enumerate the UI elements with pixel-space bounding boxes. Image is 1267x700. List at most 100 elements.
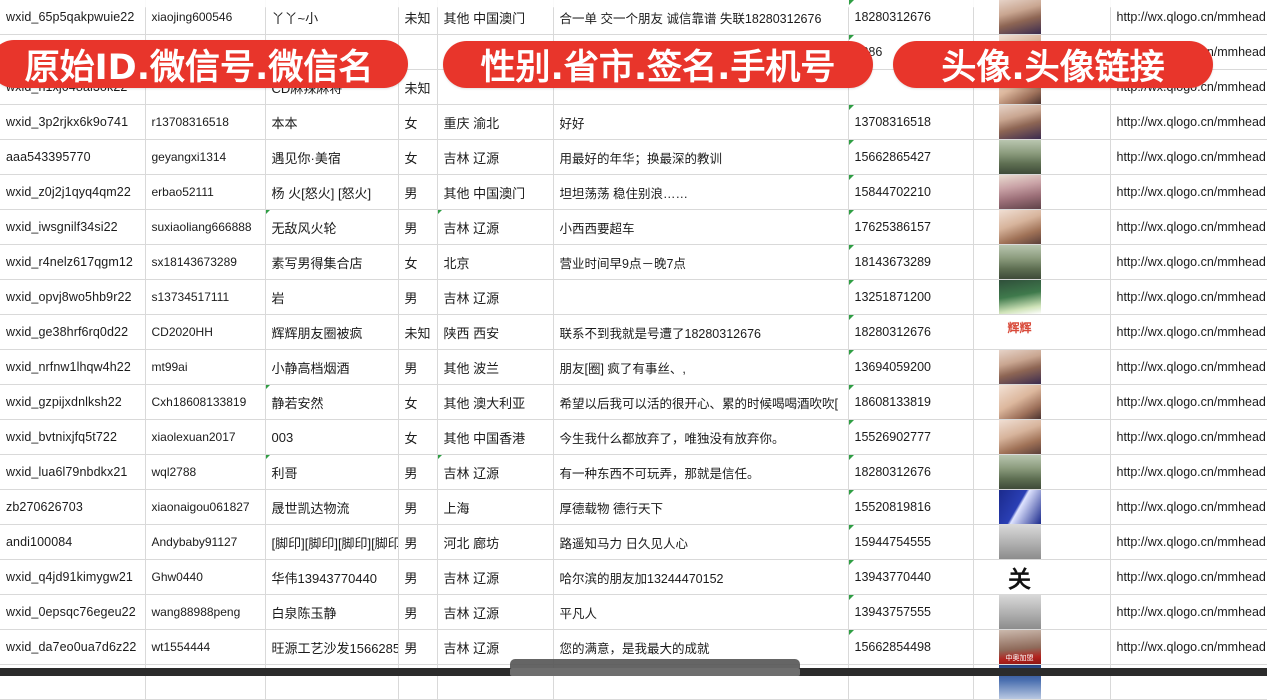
cell-avatar[interactable]: 辉辉 — [973, 314, 1111, 350]
cell-signature[interactable]: 朋友[圈] 疯了有事丝、, — [553, 349, 849, 385]
table-row[interactable]: andi100084 Andybaby91127 [脚印][脚印][脚印][脚印男 河… — [0, 524, 1267, 560]
cell-wx-id[interactable]: wt1554444 — [145, 629, 266, 665]
cell-avatar-url[interactable]: http://wx.qlogo.cn/mmhead — [1110, 629, 1267, 665]
cell-avatar[interactable] — [973, 454, 1111, 490]
cell-phone[interactable]: 18280312676 — [848, 314, 974, 350]
cell-phone[interactable]: 18280312676 — [848, 454, 974, 490]
cell-orig-id[interactable]: wxid_ge38hrf6rq0d22 — [0, 314, 146, 350]
cell-avatar-url[interactable]: http://wx.qlogo.cn/mmhead — [1110, 209, 1267, 245]
cell-gender[interactable]: 男 — [398, 174, 438, 210]
cell-phone[interactable]: 13694059200 — [848, 349, 974, 385]
cell-gender[interactable]: 未知 — [398, 314, 438, 350]
cell-wx-id[interactable]: CD2020HH — [145, 314, 266, 350]
cell-wx-name[interactable]: 利哥 — [265, 454, 399, 490]
table-row[interactable]: wxid_bvtnixjfq5t722 xiaolexuan2017 003 女 其他 … — [0, 419, 1267, 455]
cell-avatar-url[interactable]: http://wx.qlogo.cn/mmhead — [1110, 419, 1267, 455]
cell-wx-id[interactable]: xiaojing600546 — [145, 0, 266, 35]
cell-avatar[interactable] — [973, 0, 1111, 35]
cell-wx-name[interactable]: 晟世凯达物流 — [265, 489, 399, 525]
table-row[interactable]: wxid_z0j2j1qyq4qm22 erbao52111 杨 火[怒火] [怒火… — [0, 174, 1267, 210]
cell-signature[interactable]: 联系不到我就是号遭了18280312676 — [553, 314, 849, 350]
cell-province[interactable]: 吉林 辽源 — [437, 594, 554, 630]
cell-phone[interactable]: 15944754555 — [848, 524, 974, 560]
cell-phone[interactable]: 13943770440 — [848, 559, 974, 595]
cell-orig-id[interactable]: wxid_0epsqc76egeu22 — [0, 594, 146, 630]
cell-avatar[interactable] — [973, 174, 1111, 210]
cell-avatar[interactable]: 关 — [973, 559, 1111, 595]
table-row[interactable]: wxid_lua6l79nbdkx21 wql2788 利哥 男 吉林 辽源 有一种东西不… — [0, 454, 1267, 490]
cell-wx-id[interactable]: wang88988peng — [145, 594, 266, 630]
cell-province[interactable]: 其他 波兰 — [437, 349, 554, 385]
cell-wx-id[interactable]: Andybaby91127 — [145, 524, 266, 560]
cell-avatar[interactable] — [973, 139, 1111, 175]
cell-phone[interactable]: 18143673289 — [848, 244, 974, 280]
cell-phone[interactable]: 15662865427 — [848, 139, 974, 175]
cell-wx-id[interactable]: wql2788 — [145, 454, 266, 490]
cell-avatar-url[interactable]: http://wx.qlogo.cn/mmhead — [1110, 139, 1267, 175]
cell-wx-id[interactable]: suxiaoliang666888 — [145, 209, 266, 245]
cell-wx-name[interactable]: 遇见你·美宿 — [265, 139, 399, 175]
cell-avatar[interactable] — [973, 279, 1111, 315]
cell-avatar-url[interactable]: http://wx.qlogo.cn/mmhead — [1110, 559, 1267, 595]
cell-signature[interactable]: 今生我什么都放弃了，唯独没有放弃你。 — [553, 419, 849, 455]
cell-orig-id[interactable]: wxid_65p5qakpwuie22 — [0, 0, 146, 35]
cell-signature[interactable]: 希望以后我可以活的很开心、累的时候喝喝酒吹吹[ — [553, 384, 849, 420]
cell-gender[interactable]: 未知 — [398, 0, 438, 35]
cell-gender[interactable]: 男 — [398, 489, 438, 525]
cell-orig-id[interactable]: wxid_r4nelz617qgm12 — [0, 244, 146, 280]
cell-wx-name[interactable]: 旺源工艺沙发15662854 — [265, 629, 399, 665]
cell-gender[interactable]: 女 — [398, 419, 438, 455]
cell-avatar[interactable] — [973, 419, 1111, 455]
cell-gender[interactable]: 女 — [398, 384, 438, 420]
cell-avatar-url[interactable]: http://wx.qlogo.cn/mmhead — [1110, 349, 1267, 385]
table-row[interactable]: wxid_ge38hrf6rq0d22 CD2020HH 辉辉朋友圈被疯 未知 陕西 西… — [0, 314, 1267, 350]
cell-gender[interactable]: 男 — [398, 559, 438, 595]
cell-phone[interactable]: 15662854498 — [848, 629, 974, 665]
cell-signature[interactable]: 营业时间早9点－晚7点 — [553, 244, 849, 280]
cell-wx-name[interactable]: 无敌风火轮 — [265, 209, 399, 245]
cell-gender[interactable]: 男 — [398, 279, 438, 315]
horizontal-scrollbar[interactable] — [0, 668, 1267, 676]
cell-phone[interactable]: 15844702210 — [848, 174, 974, 210]
cell-gender[interactable]: 男 — [398, 209, 438, 245]
cell-gender[interactable]: 女 — [398, 104, 438, 140]
cell-avatar[interactable] — [973, 594, 1111, 630]
cell-signature[interactable]: 路遥知马力 日久见人心 — [553, 524, 849, 560]
cell-province[interactable]: 其他 澳大利亚 — [437, 384, 554, 420]
cell-orig-id[interactable]: wxid_nrfnw1lhqw4h22 — [0, 349, 146, 385]
cell-province[interactable]: 北京 — [437, 244, 554, 280]
cell-signature[interactable]: 小西西要超车 — [553, 209, 849, 245]
cell-province[interactable]: 上海 — [437, 489, 554, 525]
table-row[interactable]: aaa543395770 geyangxi1314 遇见你·美宿 女 吉林 辽源 用最好的… — [0, 139, 1267, 175]
cell-phone[interactable]: 15526902777 — [848, 419, 974, 455]
table-row[interactable]: wxid_da7eo0ua7d6z22 wt1554444 旺源工艺沙发156628… — [0, 629, 1267, 665]
cell-signature[interactable]: 厚德载物 德行天下 — [553, 489, 849, 525]
cell-wx-name[interactable]: 岩 — [265, 279, 399, 315]
cell-orig-id[interactable]: wxid_3p2rjkx6k9o741 — [0, 104, 146, 140]
cell-wx-name[interactable]: 静若安然 — [265, 384, 399, 420]
table-row[interactable]: wxid_65p5qakpwuie22 xiaojing600546 丫丫~小 未知其… — [0, 0, 1267, 35]
cell-avatar[interactable] — [973, 244, 1111, 280]
cell-orig-id[interactable]: wxid_da7eo0ua7d6z22 — [0, 629, 146, 665]
cell-signature[interactable]: 哈尔滨的朋友加13244470152 — [553, 559, 849, 595]
cell-orig-id[interactable]: wxid_bvtnixjfq5t722 — [0, 419, 146, 455]
cell-province[interactable]: 重庆 渝北 — [437, 104, 554, 140]
cell-gender[interactable]: 男 — [398, 524, 438, 560]
cell-wx-name[interactable]: 小静高档烟酒 — [265, 349, 399, 385]
cell-wx-id[interactable]: s13734517111 — [145, 279, 266, 315]
table-row[interactable]: wxid_0epsqc76egeu22 wang88988peng 白泉陈玉静 男 吉林… — [0, 594, 1267, 630]
cell-signature[interactable]: 有一种东西不可玩弄，那就是信任。 — [553, 454, 849, 490]
cell-province[interactable]: 其他 中国澳门 — [437, 0, 554, 35]
cell-orig-id[interactable]: wxid_q4jd91kimygw21 — [0, 559, 146, 595]
cell-gender[interactable]: 男 — [398, 594, 438, 630]
cell-wx-id[interactable]: sx18143673289 — [145, 244, 266, 280]
cell-signature[interactable]: 平凡人 — [553, 594, 849, 630]
cell-avatar[interactable]: 中奥加盟 — [973, 629, 1111, 665]
cell-wx-name[interactable]: 本本 — [265, 104, 399, 140]
cell-avatar-url[interactable]: http://wx.qlogo.cn/mmhead — [1110, 384, 1267, 420]
cell-wx-id[interactable]: Cxh18608133819 — [145, 384, 266, 420]
cell-orig-id[interactable]: wxid_opvj8wo5hb9r22 — [0, 279, 146, 315]
cell-province[interactable]: 吉林 辽源 — [437, 629, 554, 665]
cell-avatar-url[interactable]: http://wx.qlogo.cn/mmhead — [1110, 454, 1267, 490]
